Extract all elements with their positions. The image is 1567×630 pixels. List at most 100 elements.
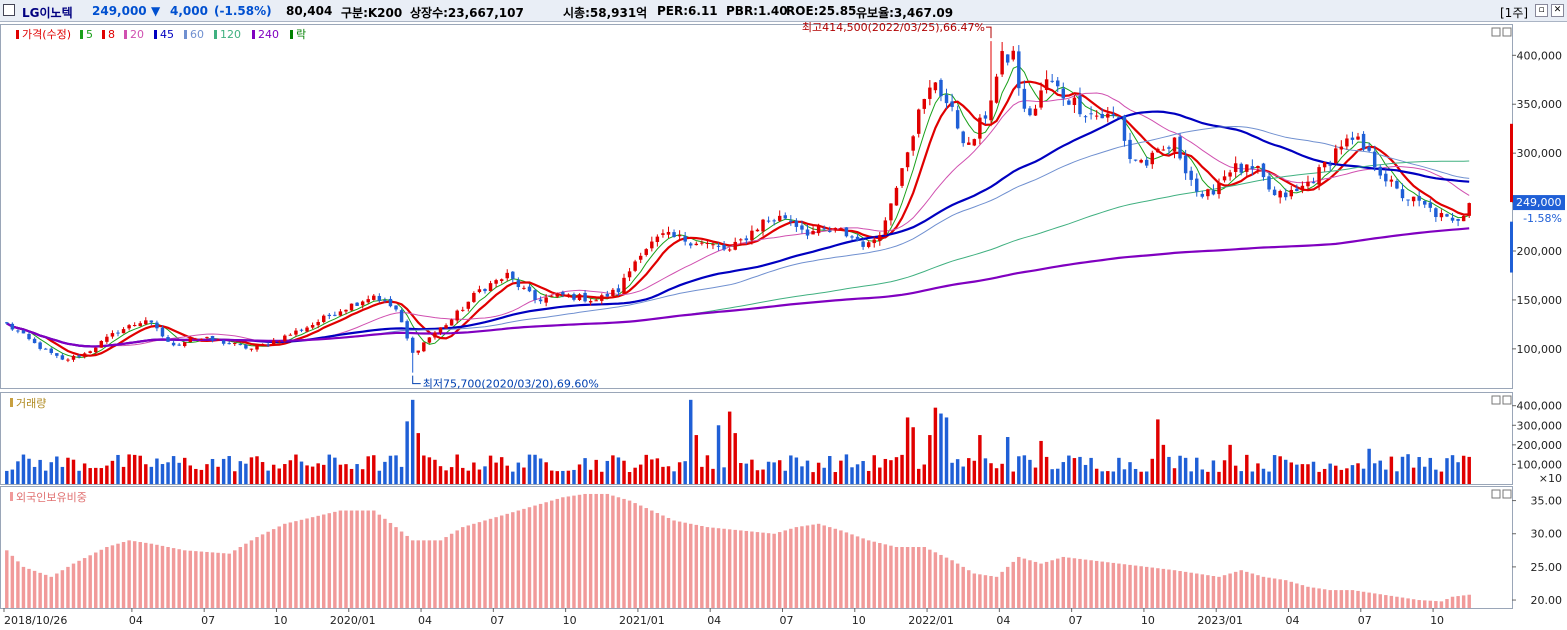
close-icon[interactable]: ✕ [1551, 4, 1564, 17]
volume-bar [82, 463, 87, 484]
foreign-ratio-bar [677, 521, 682, 608]
candle-body [182, 342, 187, 347]
foreign-ratio-bar [427, 540, 432, 608]
foreign-ratio-bar [416, 540, 420, 608]
volume-bar [166, 462, 170, 484]
volume-bar [438, 466, 443, 484]
candle-body [127, 325, 131, 329]
period-button[interactable]: [1주] [1500, 6, 1529, 20]
volume-bar [316, 463, 320, 484]
candle-body [683, 236, 687, 242]
volume-bar [1461, 455, 1466, 484]
foreign-ratio-bar [1406, 598, 1410, 608]
candle-body [922, 98, 927, 109]
foreign-ratio-bar [199, 551, 204, 608]
volume-bar [527, 454, 532, 484]
volume-bar [1000, 463, 1004, 484]
volume-bar [689, 399, 693, 484]
candle-body [772, 220, 776, 222]
foreign-ratio-bar [499, 515, 504, 608]
candle-body [322, 315, 326, 323]
checkbox[interactable] [3, 4, 15, 16]
foreign-ratio-bar [1217, 576, 1221, 608]
volume-bar [727, 411, 732, 484]
candle-body [1050, 80, 1054, 82]
candle-body [221, 340, 226, 344]
candle-body [1200, 193, 1205, 197]
x-tick-label: 07 [1069, 614, 1083, 627]
volume-bar [644, 454, 648, 484]
volume-bar [1267, 471, 1271, 484]
foreign-ratio-bar [1334, 590, 1338, 608]
volume-bar [372, 455, 376, 484]
candle-body [1434, 208, 1438, 218]
stock-name[interactable]: LG이노텍 [22, 6, 73, 20]
volume-bar [1017, 456, 1021, 484]
candle-body [605, 294, 610, 297]
candle-body [1311, 182, 1316, 184]
volume-bar [1334, 465, 1338, 484]
candle-body [1378, 166, 1382, 176]
foreign-ratio-bar [533, 505, 537, 608]
foreign-ratio-bar [650, 510, 654, 608]
volume-bar [861, 461, 865, 484]
foreign-ratio-bar [555, 498, 560, 608]
foreign-ratio-bar [627, 500, 632, 608]
candle-body [616, 288, 621, 293]
legend-swatch [124, 30, 127, 39]
candle-body [305, 327, 309, 332]
volume-bar [1172, 468, 1177, 484]
volume-bar [655, 458, 660, 484]
x-axis: 2018/10/26 04 07 10 2020/01 04 07 10 2021/01 04 07… [0, 608, 1512, 627]
volume-bar [16, 461, 20, 484]
foreign-ratio-bar [1389, 595, 1394, 608]
stock-header-bar: LG이노텍 249,000 ▼ 4,000 (-1.58%) 80,404 구분… [0, 0, 1567, 22]
candle-body [333, 314, 337, 316]
candle-body [416, 350, 420, 353]
foreign-ratio-bar [789, 528, 793, 608]
foreign-y-tick-label: 35.00 [1531, 495, 1563, 508]
candle-body [1461, 215, 1466, 222]
foreign-ratio-bar [944, 557, 949, 608]
foreign-ratio-bar [549, 500, 554, 608]
volume-bar [1200, 469, 1205, 484]
foreign-ratio-bar [494, 517, 498, 608]
foreign-ratio-bar [283, 523, 287, 608]
candle-body [839, 228, 843, 230]
candle-body [1228, 172, 1232, 177]
candle-body [360, 301, 365, 306]
foreign-ratio-bar [1300, 585, 1305, 608]
candle-body [199, 338, 204, 340]
volume-bar [622, 460, 626, 484]
candle-body [577, 294, 582, 301]
candle-body [1272, 189, 1277, 196]
volume-bar [961, 466, 965, 484]
candle-body [394, 305, 398, 310]
volume-bar [1339, 469, 1344, 484]
candle-body [928, 87, 932, 99]
foreign-ratio-bar [1106, 562, 1110, 608]
candle-body [294, 330, 298, 335]
foreign-ratio-bar [405, 535, 409, 608]
foreign-ratio-bar [216, 552, 220, 608]
candle-body [861, 241, 865, 247]
candle-body [105, 336, 109, 342]
foreign-ratio-bar [705, 527, 710, 608]
candle-body [627, 271, 632, 278]
candle-body [1028, 108, 1032, 116]
volume-bar [1367, 448, 1371, 484]
candle-body [1417, 196, 1421, 201]
foreign-ratio-bar [1356, 590, 1360, 608]
foreign-ratio-bar [994, 576, 999, 608]
volume-bar [155, 458, 159, 484]
foreign-ratio-bar [1272, 578, 1277, 608]
foreign-ratio-bar [105, 547, 109, 608]
restore-icon[interactable]: ▫ [1535, 4, 1548, 17]
volume-bar [816, 462, 821, 484]
volume-bar [188, 465, 193, 484]
foreign-ratio-bar [127, 540, 131, 608]
volume-bar [1067, 455, 1071, 484]
foreign-ratio-bar [1267, 577, 1271, 608]
volume-bar [249, 457, 254, 484]
foreign-ratio-bar [616, 497, 621, 608]
